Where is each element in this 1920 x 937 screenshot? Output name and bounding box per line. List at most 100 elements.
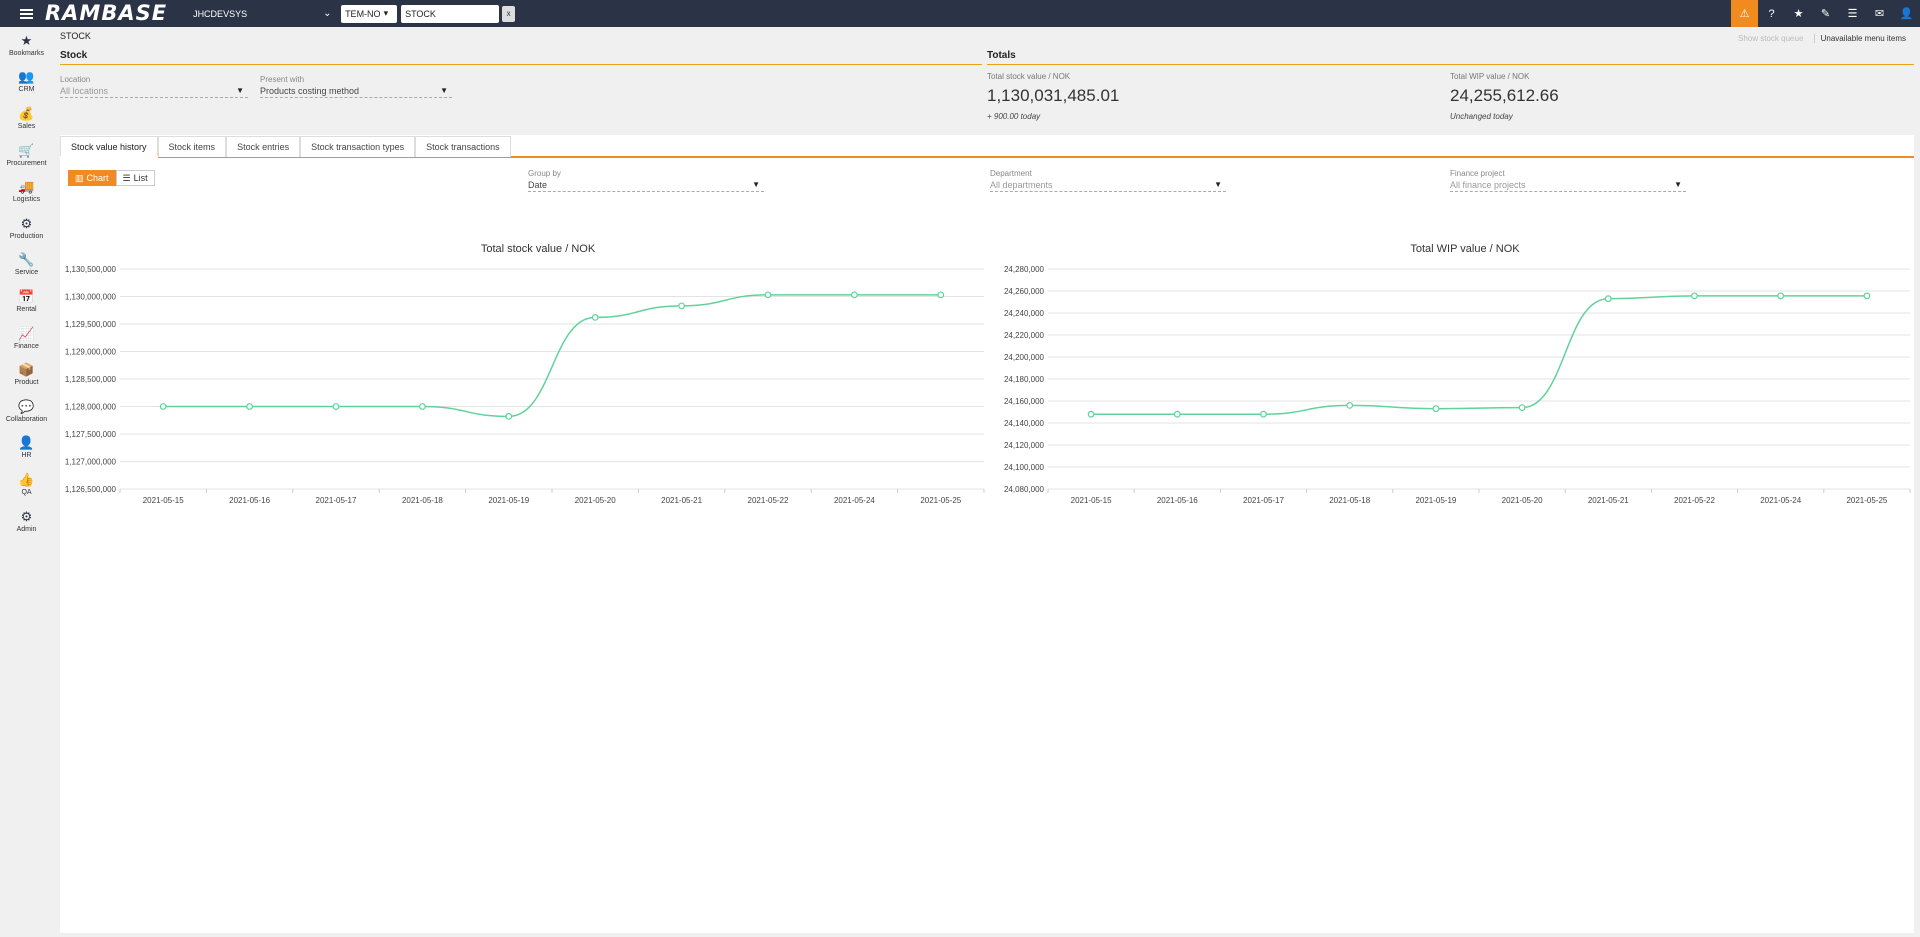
finance-project-select[interactable]: All finance projects ▼	[1450, 178, 1686, 192]
data-point[interactable]	[246, 403, 254, 410]
chart-view-button[interactable]: ▥ Chart	[68, 170, 116, 186]
data-point[interactable]	[1518, 404, 1526, 412]
sidebar-item-service[interactable]: 🔧 Service	[0, 247, 53, 284]
data-point[interactable]	[937, 291, 945, 299]
database-selector[interactable]: JHCDEVSYS	[193, 8, 248, 19]
data-point[interactable]	[159, 403, 167, 410]
user-icon: 👤	[18, 435, 35, 451]
sidebar-item-logistics[interactable]: 🚚 Logistics	[0, 173, 53, 210]
sidebar-item-crm[interactable]: 👥 CRM	[0, 64, 53, 101]
tab-underline	[60, 156, 1914, 158]
finance-project-field[interactable]: Finance project All finance projects ▼	[1450, 169, 1686, 192]
data-point[interactable]	[1087, 410, 1095, 418]
chevron-down-icon[interactable]: ⌄	[323, 8, 332, 19]
x-tick-label: 2021-05-19	[1415, 496, 1456, 505]
sidebar-item-label: Collaboration	[5, 415, 48, 423]
x-tick-label: 2021-05-15	[143, 496, 184, 505]
sidebar: ★ Bookmarks 👥 CRM 💰 Sales 🛒 Procurement 🚚 Logisti…	[0, 27, 53, 937]
data-point[interactable]	[505, 412, 513, 420]
chart-line-icon: 📈	[18, 325, 35, 341]
department-select[interactable]: All departments ▼	[990, 178, 1226, 192]
total-stock-value: 1,130,031,485.01	[987, 86, 1120, 105]
data-point[interactable]	[1260, 410, 1267, 418]
data-point[interactable]	[1604, 295, 1612, 303]
data-point[interactable]	[1777, 292, 1785, 300]
total-wip-change: Unchanged today	[1450, 112, 1513, 121]
present-with-select[interactable]: Products costing method ▼	[260, 84, 452, 98]
show-stock-queue-link[interactable]: Show stock queue	[1738, 34, 1804, 43]
view-toggle: ▥ Chart ☰ List	[68, 170, 155, 186]
caret-down-icon: ▼	[236, 86, 244, 95]
star-icon: ★	[20, 32, 33, 48]
sidebar-item-hr[interactable]: 👤 HR	[0, 430, 53, 467]
department-field[interactable]: Department All departments ▼	[990, 169, 1226, 192]
warning-icon[interactable]: ⚠	[1731, 0, 1758, 27]
sidebar-item-production[interactable]: ⚙ Production	[0, 210, 53, 247]
group-by-select[interactable]: Date ▼	[528, 178, 764, 192]
data-point[interactable]	[1691, 292, 1698, 300]
thumbs-up-icon: 👍	[18, 471, 35, 487]
sidebar-item-finance[interactable]: 📈 Finance	[0, 320, 53, 357]
mail-icon[interactable]: ✉	[1874, 8, 1885, 20]
sidebar-item-bookmarks[interactable]: ★ Bookmarks	[0, 27, 53, 64]
location-select[interactable]: All locations ▼	[60, 84, 248, 98]
sidebar-item-collaboration[interactable]: 💬 Collaboration	[0, 393, 53, 430]
y-tick-label: 1,126,500,000	[65, 485, 117, 494]
star-icon[interactable]: ★	[1793, 8, 1804, 20]
y-tick-label: 24,080,000	[1004, 485, 1045, 494]
unavailable-menu-items-link[interactable]: Unavailable menu items	[1813, 34, 1906, 43]
sidebar-item-label: Production	[9, 232, 44, 240]
totals-divider	[987, 64, 1914, 65]
tab-stock-transaction-types[interactable]: Stock transaction types	[300, 136, 416, 157]
clear-command-button[interactable]: x	[502, 5, 516, 22]
data-point[interactable]	[1173, 410, 1181, 418]
list-view-button[interactable]: ☰ List	[115, 170, 155, 186]
location-field[interactable]: Location All locations ▼	[60, 75, 248, 98]
data-point[interactable]	[851, 291, 858, 299]
top-actions: ⚠ ? ★ ✎ ☰ ✉ 👤	[1731, 0, 1920, 27]
location-label: Location	[60, 75, 91, 84]
sidebar-item-sales[interactable]: 💰 Sales	[0, 100, 53, 137]
y-tick-label: 24,280,000	[1004, 265, 1045, 274]
sidebar-item-label: Product	[14, 379, 39, 387]
command-input[interactable]: STOCK	[401, 4, 500, 23]
data-point[interactable]	[332, 403, 340, 410]
data-point[interactable]	[764, 291, 772, 299]
group-by-field[interactable]: Group by Date ▼	[528, 169, 764, 192]
users-icon: 👥	[18, 69, 35, 85]
y-tick-label: 1,128,500,000	[65, 375, 117, 384]
menu-icon[interactable]	[20, 8, 35, 19]
x-tick-label: 2021-05-24	[834, 496, 875, 505]
sidebar-item-admin[interactable]: ⚙ Admin	[0, 503, 53, 540]
tab-stock-entries[interactable]: Stock entries	[226, 136, 301, 157]
sidebar-item-rental[interactable]: 📅 Rental	[0, 283, 53, 320]
company-select[interactable]: TEM-NO ▾	[341, 4, 398, 23]
help-icon[interactable]: ?	[1768, 7, 1775, 20]
wip-value-chart: Total WIP value / NOK 24,280,000 24,260,00…	[1004, 243, 1911, 505]
user-icon[interactable]: 👤	[1899, 8, 1914, 20]
tab-stock-transactions[interactable]: Stock transactions	[415, 136, 511, 157]
sidebar-item-qa[interactable]: 👍 QA	[0, 466, 53, 503]
data-point[interactable]	[678, 302, 685, 310]
data-point[interactable]	[1863, 292, 1871, 300]
group-by-value: Date	[528, 179, 548, 190]
tab-stock-items[interactable]: Stock items	[157, 136, 227, 157]
data-point[interactable]	[591, 313, 599, 321]
list-icon[interactable]: ☰	[1847, 8, 1858, 20]
tab-stock-value-history[interactable]: Stock value history	[60, 136, 158, 157]
x-tick-label: 2021-05-22	[1674, 496, 1715, 505]
y-tick-label: 24,120,000	[1004, 441, 1045, 450]
caret-down-icon: ▼	[1674, 180, 1682, 189]
attach-icon[interactable]: ✎	[1820, 8, 1831, 20]
sidebar-item-label: Admin	[16, 525, 37, 533]
present-with-value: Products costing method	[260, 85, 360, 96]
sidebar-item-product[interactable]: 📦 Product	[0, 356, 53, 393]
stock-divider	[60, 64, 982, 65]
sidebar-item-procurement[interactable]: 🛒 Procurement	[0, 137, 53, 174]
data-point[interactable]	[419, 403, 426, 410]
location-value: All locations	[60, 85, 109, 96]
present-with-field[interactable]: Present with Products costing method ▼	[260, 75, 452, 98]
data-point[interactable]	[1432, 405, 1440, 413]
data-point[interactable]	[1346, 401, 1354, 409]
tab-panel: Stock value history Stock items Stock en…	[60, 135, 1914, 933]
